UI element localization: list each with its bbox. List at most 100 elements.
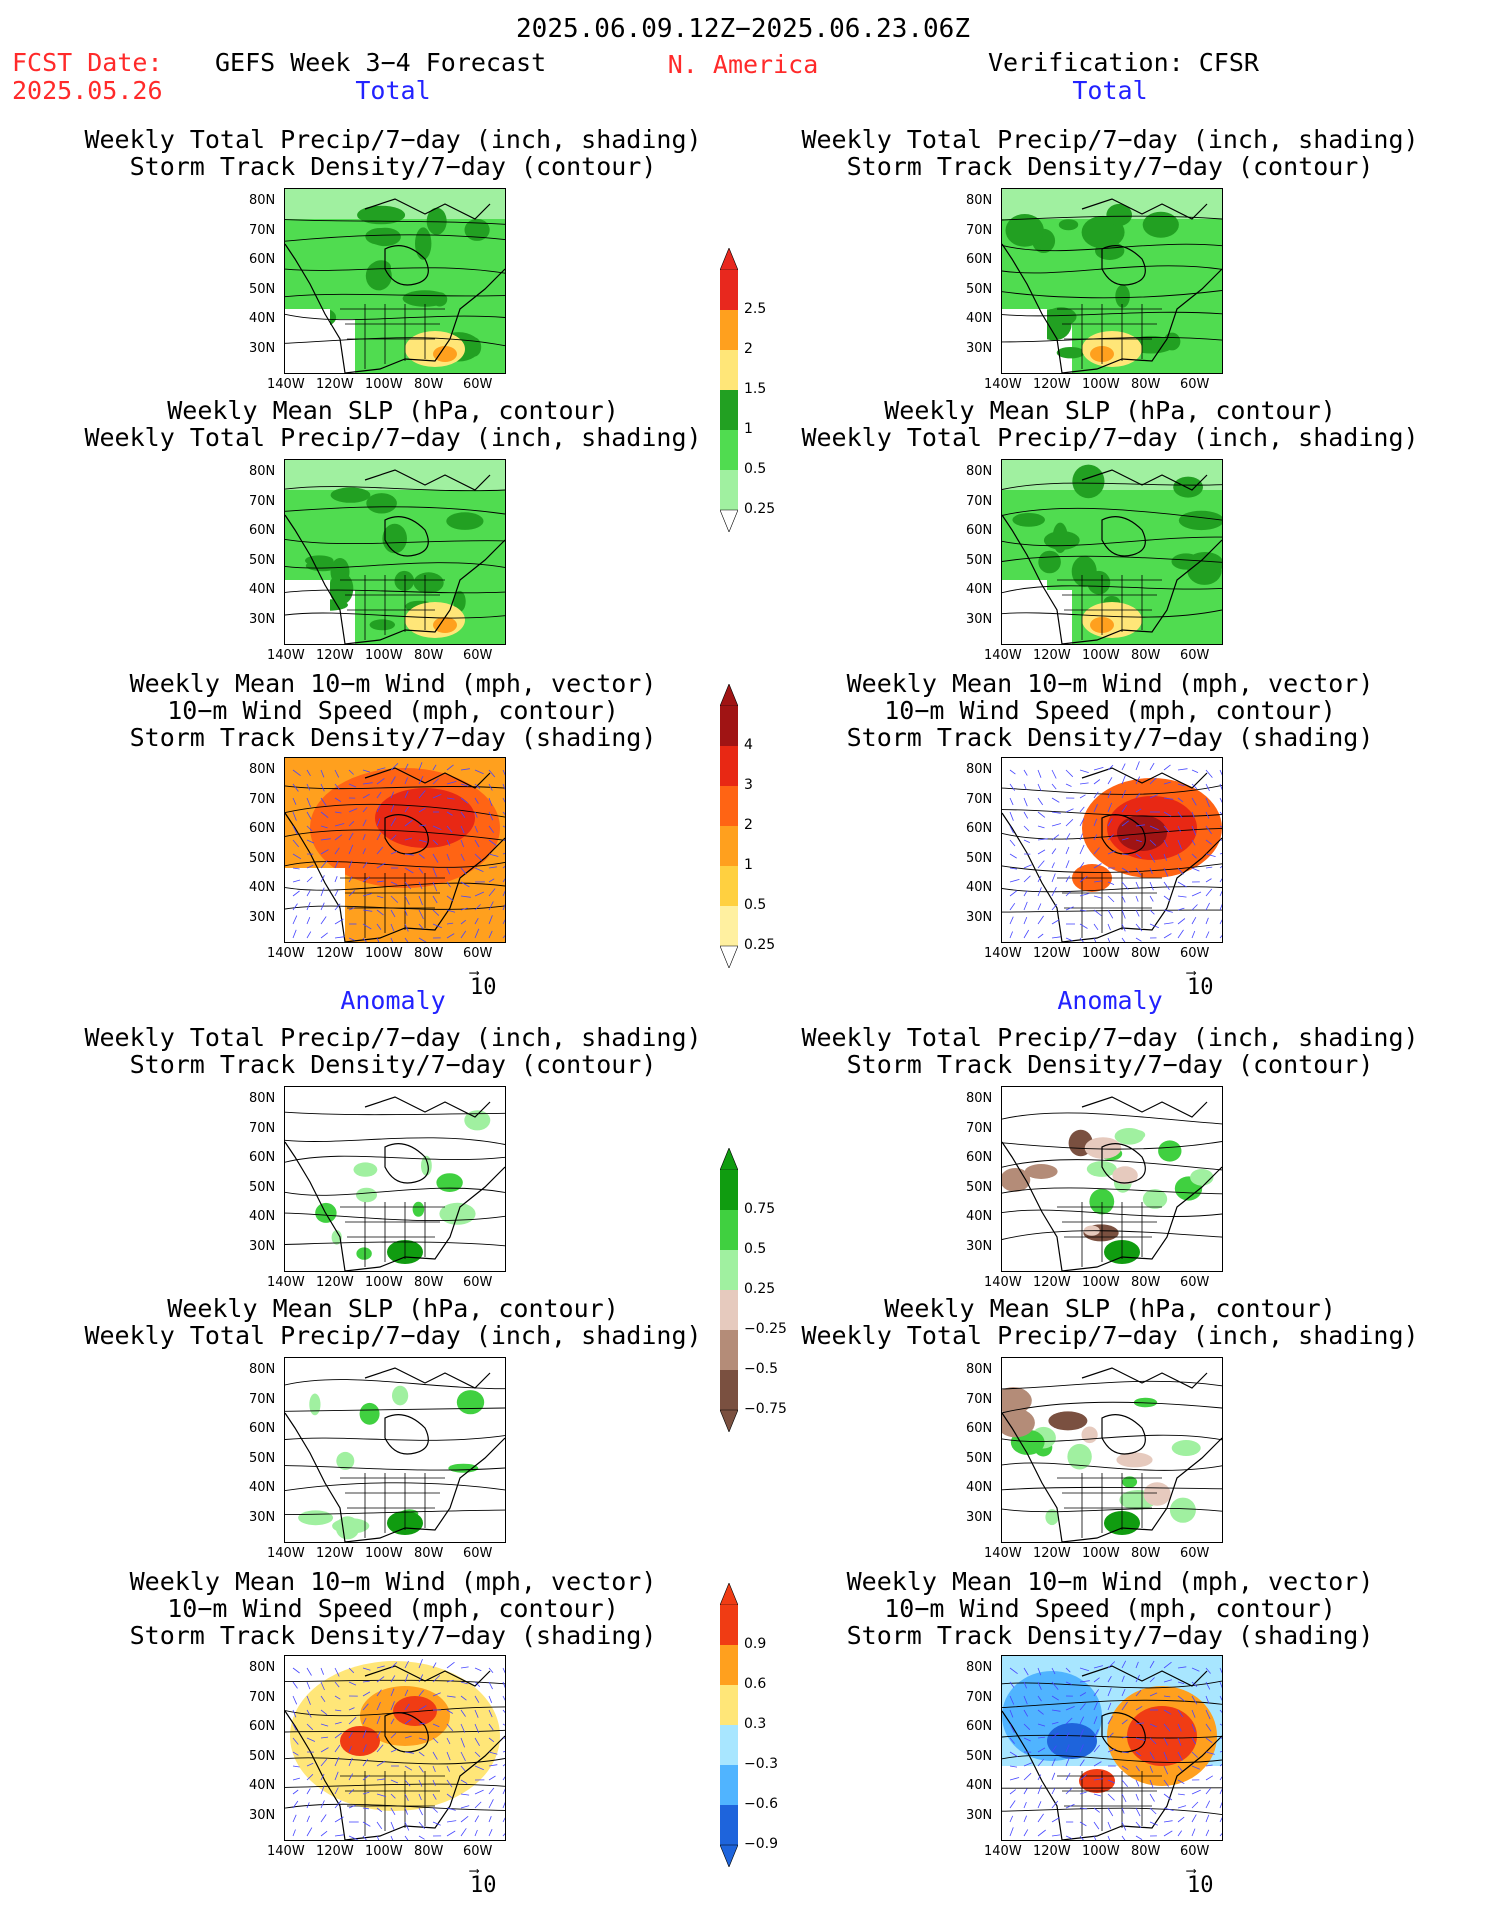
- wind-vector: [1135, 808, 1142, 813]
- panel-title-line: Weekly Total Precip/7−day (inch, shading…: [801, 1321, 1419, 1350]
- lon-tick-label: 140W: [984, 1844, 1022, 1859]
- wind-vector: [418, 807, 426, 813]
- vector-reference: ⟶ 10: [1187, 1863, 1214, 1898]
- wind-vector: [1009, 1789, 1016, 1795]
- wind-vector: [1051, 783, 1057, 790]
- wind-vector: [1079, 1759, 1085, 1767]
- wind-vector: [320, 1800, 325, 1809]
- map-graphic: [1002, 1358, 1222, 1542]
- wind-vector: [418, 824, 427, 827]
- lat-tick-label: 60N: [966, 821, 993, 836]
- wind-vector: [1219, 1763, 1222, 1767]
- wind-vector: [376, 880, 385, 883]
- contour-line: [1002, 886, 1222, 893]
- wind-vector: [446, 1793, 453, 1799]
- wind-vector: [390, 1662, 398, 1669]
- verification-label: Verification: CFSR: [988, 48, 1259, 77]
- wind-vector: [1191, 1789, 1201, 1795]
- shade-wet-anomaly: [436, 1173, 463, 1192]
- wind-vector: [1037, 797, 1044, 806]
- wind-vector: [432, 1779, 436, 1786]
- wind-vector: [1121, 1688, 1126, 1697]
- wind-vector: [1219, 1833, 1222, 1837]
- wind-vector: [1079, 833, 1083, 841]
- shade-wet-anomaly: [331, 1230, 342, 1245]
- wind-vector: [362, 769, 371, 773]
- wind-vector: [376, 937, 380, 942]
- wind-vector: [1107, 818, 1113, 827]
- wind-vector: [1205, 1709, 1211, 1720]
- wind-vector: [1093, 880, 1102, 883]
- wind-vector: [446, 1779, 453, 1788]
- wind-vector: [488, 797, 493, 807]
- panel-title-line: Storm Track Density/7−day (shading): [846, 723, 1374, 752]
- wind-vector: [306, 1681, 311, 1690]
- wind-vector: [306, 797, 311, 808]
- wind-vector: [1079, 794, 1086, 799]
- colorbar-segment: [720, 1725, 738, 1765]
- state-borders: [340, 1473, 445, 1538]
- wind-vector: [1065, 937, 1073, 942]
- wind-vector: [1009, 890, 1018, 897]
- wind-vector: [390, 834, 397, 841]
- shade-heavy-cell: [1058, 219, 1079, 231]
- lat-tick-label: 40N: [249, 311, 276, 326]
- wind-vector: [1205, 878, 1212, 883]
- lon-tick-label: 80W: [1131, 648, 1161, 663]
- wind-vector: [432, 794, 442, 799]
- wind-vector: [1107, 834, 1114, 841]
- wind-vector: [432, 909, 440, 916]
- wind-vector: [334, 783, 341, 790]
- lat-tick-label: 80N: [249, 1660, 276, 1675]
- wind-vector: [474, 1751, 481, 1758]
- wind-vector: [1079, 844, 1085, 855]
- lat-tick-label: 50N: [966, 281, 993, 297]
- wind-vector: [306, 1695, 311, 1705]
- wind-vector: [1121, 820, 1129, 827]
- map-graphic: [1002, 758, 1222, 942]
- wind-vector: [1149, 1660, 1155, 1669]
- wind-vector: [1205, 1737, 1213, 1744]
- wind-vector: [1037, 1801, 1042, 1809]
- map-panel: [284, 459, 506, 645]
- shade-heavy-cell: [1005, 214, 1044, 247]
- wind-vector: [1163, 825, 1170, 833]
- colorbar-label: −0.9: [744, 1836, 778, 1852]
- wind-vector: [418, 1779, 423, 1787]
- wind-vector: [320, 932, 328, 939]
- colorbar-segment: [720, 746, 738, 786]
- wind-vector: [334, 876, 338, 883]
- wind-vector: [1163, 909, 1173, 913]
- wind-vector: [1037, 1667, 1042, 1676]
- wind-vector: [390, 1732, 397, 1739]
- shade-wet-anomaly: [1142, 1189, 1168, 1209]
- wind-vector: [390, 881, 398, 886]
- wind-vector: [1163, 867, 1169, 877]
- wind-vector: [1219, 1695, 1222, 1701]
- contour-line: [1002, 585, 1222, 594]
- contour-line: [285, 1111, 505, 1116]
- wind-vector: [292, 890, 300, 897]
- panel-title-line: Weekly Mean SLP (hPa, contour): [884, 1294, 1336, 1323]
- vector-reference-label: 10: [1187, 975, 1214, 1000]
- lon-tick-label: 100W: [365, 1275, 403, 1290]
- contour-line: [1002, 1807, 1222, 1816]
- shade-storm-core: [375, 788, 475, 848]
- wind-vector: [1093, 818, 1098, 827]
- wind-vector: [1205, 1751, 1215, 1755]
- wind-vector: [1205, 1775, 1214, 1781]
- wind-vector: [1149, 1793, 1155, 1802]
- contour-line: [1002, 1209, 1222, 1217]
- wind-vector: [1191, 917, 1197, 925]
- wind-vector: [1051, 1667, 1056, 1675]
- shade-wet-anomaly: [336, 1451, 355, 1470]
- wind-vector: [1163, 1661, 1172, 1669]
- wind-vector: [1191, 839, 1196, 846]
- vector-reference-label: 10: [470, 1873, 497, 1898]
- colorbar-label: −0.3: [744, 1756, 778, 1772]
- wind-vector: [460, 1828, 467, 1837]
- wind-vector: [1079, 1791, 1087, 1795]
- contour-line: [285, 1679, 505, 1685]
- lat-tick-label: 30N: [249, 1509, 276, 1525]
- wind-vector: [1163, 1820, 1173, 1823]
